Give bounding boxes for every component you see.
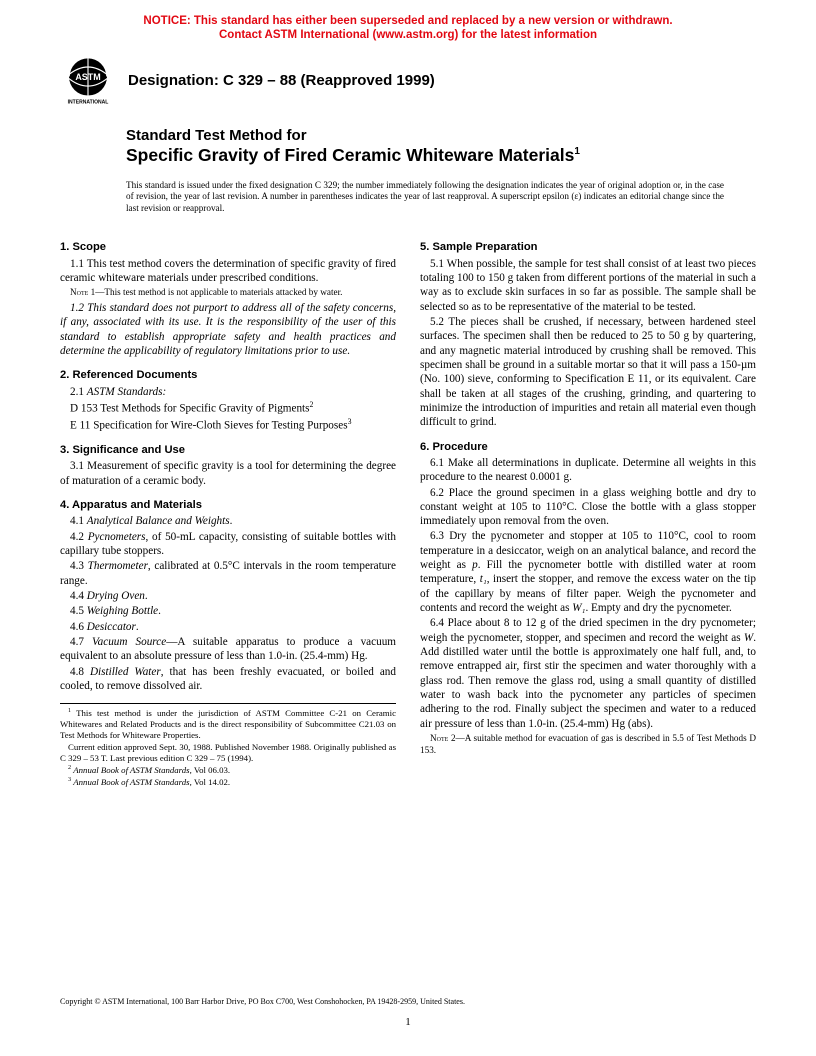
para-4-5: 4.5 Weighing Bottle. — [60, 604, 396, 618]
section-2-head: 2. Referenced Documents — [60, 368, 396, 382]
title-block: Standard Test Method for Specific Gravit… — [0, 109, 816, 170]
section-3-head: 3. Significance and Use — [60, 443, 396, 457]
footnotes: 1 This test method is under the jurisdic… — [60, 703, 396, 788]
title-line2: Specific Gravity of Fired Ceramic Whitew… — [126, 145, 756, 166]
body-columns: 1. Scope 1.1 This test method covers the… — [0, 222, 816, 789]
svg-text:ASTM: ASTM — [75, 72, 100, 82]
footnote-1b: Current edition approved Sept. 30, 1988.… — [60, 742, 396, 764]
notice-banner: NOTICE: This standard has either been su… — [0, 0, 816, 47]
note-2: Note 2—A suitable method for evacuation … — [420, 733, 756, 757]
para-4-1: 4.1 Analytical Balance and Weights. — [60, 514, 396, 528]
para-4-3: 4.3 Thermometer, calibrated at 0.5°C int… — [60, 559, 396, 588]
ref-e11: E 11 Specification for Wire-Cloth Sieves… — [60, 417, 396, 433]
para-1-1: 1.1 This test method covers the determin… — [60, 257, 396, 286]
para-6-4: 6.4 Place about 8 to 12 g of the dried s… — [420, 616, 756, 731]
svg-text:INTERNATIONAL: INTERNATIONAL — [68, 99, 109, 105]
para-4-2: 4.2 Pycnometers, of 50-mL capacity, cons… — [60, 530, 396, 559]
title-line1: Standard Test Method for — [126, 127, 756, 145]
section-1-head: 1. Scope — [60, 240, 396, 254]
para-4-7: 4.7 Vacuum Source—A suitable apparatus t… — [60, 635, 396, 664]
right-column: 5. Sample Preparation 5.1 When possible,… — [420, 230, 756, 789]
issuance-note: This standard is issued under the fixed … — [0, 170, 816, 223]
footnote-3: 3 Annual Book of ASTM Standards, Vol 14.… — [60, 777, 396, 788]
para-2-1: 2.1 ASTM Standards: — [60, 385, 396, 399]
para-6-3: 6.3 Dry the pycnometer and stopper at 10… — [420, 529, 756, 615]
copyright-line: Copyright © ASTM International, 100 Barr… — [0, 997, 816, 1006]
footnote-2: 2 Annual Book of ASTM Standards, Vol 06.… — [60, 765, 396, 776]
para-5-1: 5.1 When possible, the sample for test s… — [420, 257, 756, 314]
ref-d153: D 153 Test Methods for Specific Gravity … — [60, 400, 396, 416]
section-6-head: 6. Procedure — [420, 440, 756, 454]
designation-text: Designation: C 329 – 88 (Reapproved 1999… — [128, 72, 435, 89]
left-column: 1. Scope 1.1 This test method covers the… — [60, 230, 396, 789]
para-5-2: 5.2 The pieces shall be crushed, if nece… — [420, 315, 756, 430]
notice-line1: NOTICE: This standard has either been su… — [143, 15, 672, 27]
page-number: 1 — [0, 1016, 816, 1028]
para-6-1: 6.1 Make all determinations in duplicate… — [420, 456, 756, 485]
para-3-1: 3.1 Measurement of specific gravity is a… — [60, 459, 396, 488]
para-1-2: 1.2 This standard does not purport to ad… — [60, 301, 396, 358]
astm-logo: ASTM INTERNATIONAL — [60, 53, 116, 109]
header-row: ASTM INTERNATIONAL Designation: C 329 – … — [0, 47, 816, 109]
para-4-6: 4.6 Desiccator. — [60, 620, 396, 634]
section-4-head: 4. Apparatus and Materials — [60, 498, 396, 512]
section-5-head: 5. Sample Preparation — [420, 240, 756, 254]
para-6-2: 6.2 Place the ground specimen in a glass… — [420, 486, 756, 529]
footnote-1: 1 This test method is under the jurisdic… — [60, 708, 396, 741]
notice-line2: Contact ASTM International (www.astm.org… — [219, 29, 597, 41]
note-1: Note 1—This test method is not applicabl… — [60, 287, 396, 299]
para-4-8: 4.8 Distilled Water, that has been fresh… — [60, 665, 396, 694]
para-4-4: 4.4 Drying Oven. — [60, 589, 396, 603]
